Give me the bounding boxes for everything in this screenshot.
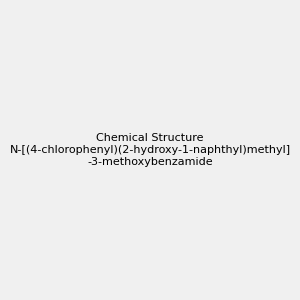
Text: Chemical Structure
N-[(4-chlorophenyl)(2-hydroxy-1-naphthyl)methyl]
-3-methoxybe: Chemical Structure N-[(4-chlorophenyl)(2… xyxy=(9,134,291,166)
